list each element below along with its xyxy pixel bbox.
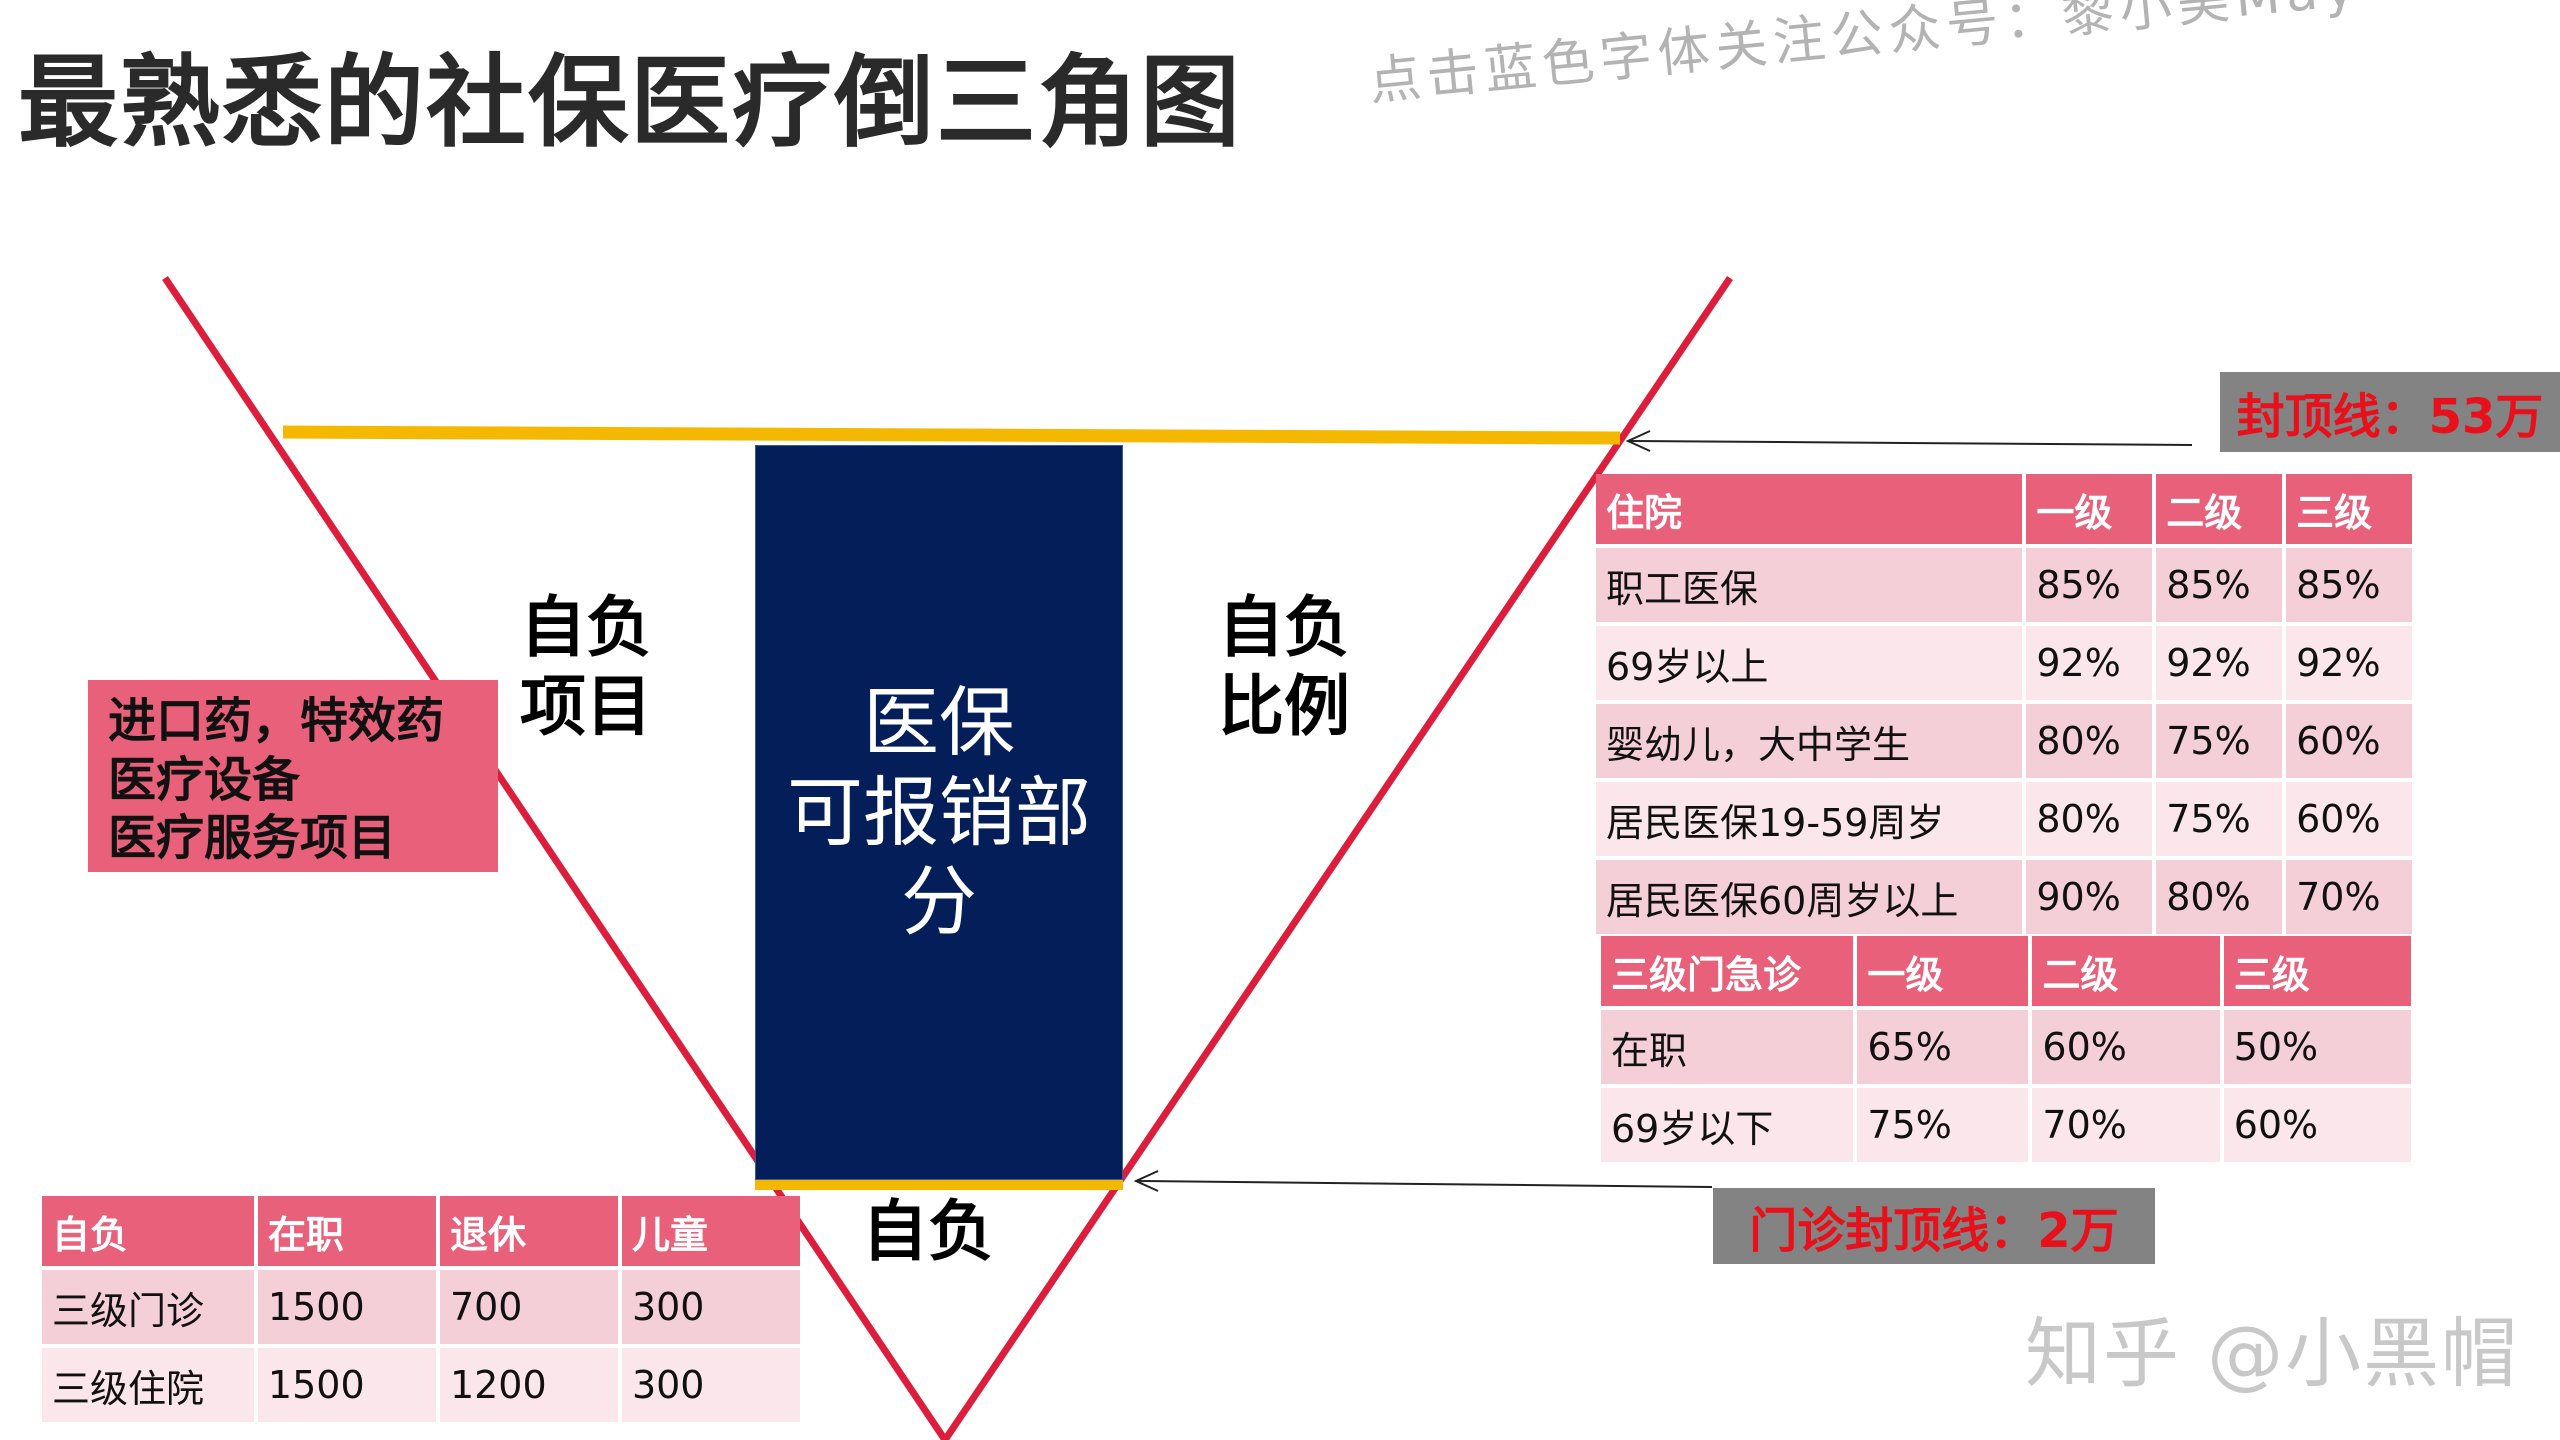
self-pay-items-label: 自负 项目 — [520, 589, 652, 746]
table-header-row: 自负 在职 退休 儿童 — [42, 1196, 800, 1266]
table-header: 三级门急诊 — [1601, 936, 1854, 1006]
table-header-row: 三级门急诊 一级 二级 三级 — [1601, 936, 2411, 1006]
table-header: 一级 — [1857, 936, 2029, 1006]
self-pay-bottom-label: 自负 — [862, 1193, 994, 1270]
inpatient-cap-line — [282, 425, 1621, 445]
page-title: 最熟悉的社保医疗倒三角图 — [18, 44, 1242, 161]
table-cell: 69岁以上 — [1596, 626, 2023, 700]
table-row: 69岁以下 75% 70% 60% — [1601, 1088, 2411, 1162]
table-row: 居民医保19-59周岁 80% 75% 60% — [1596, 782, 2412, 856]
inpatient-cap-arrowhead — [1625, 430, 1651, 452]
table-header: 三级 — [2223, 936, 2411, 1006]
table-cell: 90% — [2026, 860, 2153, 934]
table-header: 住院 — [1596, 474, 2023, 544]
table-cell: 1500 — [257, 1348, 436, 1422]
table-cell: 1500 — [257, 1270, 436, 1344]
table-row: 三级住院 1500 1200 300 — [42, 1348, 800, 1422]
table-cell: 85% — [2156, 548, 2283, 622]
reimbursable-box: 医保 可报销部 分 — [755, 445, 1123, 1180]
self-pay-ratio-label: 自负 比例 — [1218, 589, 1350, 746]
table-cell: 65% — [1857, 1010, 2029, 1084]
table-cell: 75% — [2156, 782, 2283, 856]
triangle-right-edge — [942, 276, 1733, 1440]
table-cell: 80% — [2026, 704, 2153, 778]
watermark: 知乎 @小黑帽 — [2025, 1309, 2520, 1398]
outpatient-cap-arrowhead — [1133, 1170, 1159, 1192]
self-pay-items-box: 进口药，特效药 医疗设备 医疗服务项目 — [88, 680, 498, 872]
table-header: 二级 — [2156, 474, 2283, 544]
table-cell: 居民医保19-59周岁 — [1596, 782, 2023, 856]
table-cell: 70% — [2032, 1088, 2220, 1162]
table-header: 一级 — [2026, 474, 2153, 544]
table-header: 自负 — [42, 1196, 254, 1266]
table-header: 儿童 — [621, 1196, 800, 1266]
table-header: 在职 — [257, 1196, 436, 1266]
table-cell: 92% — [2286, 626, 2412, 700]
table-cell: 75% — [2156, 704, 2283, 778]
table-cell: 60% — [2032, 1010, 2220, 1084]
table-cell: 50% — [2223, 1010, 2411, 1084]
outpatient-cap-arrow — [1137, 1180, 1713, 1188]
table-header-row: 住院 一级 二级 三级 — [1596, 474, 2412, 544]
outpatient-table: 三级门急诊 一级 二级 三级 在职 65% 60% 50% 69岁以下 75% … — [1597, 932, 2415, 1166]
table-row: 三级门诊 1500 700 300 — [42, 1270, 800, 1344]
inpatient-table: 住院 一级 二级 三级 职工医保 85% 85% 85% 69岁以上 92% 9… — [1592, 470, 2416, 938]
table-cell: 700 — [439, 1270, 618, 1344]
table-cell: 92% — [2026, 626, 2153, 700]
table-header: 退休 — [439, 1196, 618, 1266]
table-cell: 居民医保60周岁以上 — [1596, 860, 2023, 934]
self-pay-table: 自负 在职 退休 儿童 三级门诊 1500 700 300 三级住院 1500 … — [38, 1192, 804, 1426]
table-cell: 60% — [2223, 1088, 2411, 1162]
table-cell: 婴幼儿，大中学生 — [1596, 704, 2023, 778]
inpatient-cap-badge: 封顶线：53万 — [2220, 372, 2560, 452]
table-cell: 60% — [2286, 704, 2412, 778]
table-cell: 三级门诊 — [42, 1270, 254, 1344]
table-cell: 三级住院 — [42, 1348, 254, 1422]
table-cell: 92% — [2156, 626, 2283, 700]
table-cell: 在职 — [1601, 1010, 1854, 1084]
table-cell: 职工医保 — [1596, 548, 2023, 622]
table-row: 69岁以上 92% 92% 92% — [1596, 626, 2412, 700]
table-cell: 75% — [1857, 1088, 2029, 1162]
table-row: 在职 65% 60% 50% — [1601, 1010, 2411, 1084]
table-cell: 70% — [2286, 860, 2412, 934]
table-cell: 300 — [621, 1270, 800, 1344]
table-row: 婴幼儿，大中学生 80% 75% 60% — [1596, 704, 2412, 778]
table-cell: 80% — [2156, 860, 2283, 934]
table-row: 居民医保60周岁以上 90% 80% 70% — [1596, 860, 2412, 934]
table-header: 三级 — [2286, 474, 2412, 544]
table-cell: 85% — [2026, 548, 2153, 622]
outpatient-cap-badge: 门诊封顶线：2万 — [1713, 1188, 2155, 1264]
triangle-left-edge — [162, 276, 948, 1440]
table-cell: 85% — [2286, 548, 2412, 622]
table-cell: 80% — [2026, 782, 2153, 856]
table-cell: 69岁以下 — [1601, 1088, 1854, 1162]
table-header: 二级 — [2032, 936, 2220, 1006]
reimbursable-label: 医保 可报销部 分 — [787, 677, 1091, 947]
table-cell: 1200 — [439, 1348, 618, 1422]
table-cell: 300 — [621, 1348, 800, 1422]
table-cell: 60% — [2286, 782, 2412, 856]
table-row: 职工医保 85% 85% 85% — [1596, 548, 2412, 622]
inpatient-cap-arrow — [1629, 440, 2193, 446]
